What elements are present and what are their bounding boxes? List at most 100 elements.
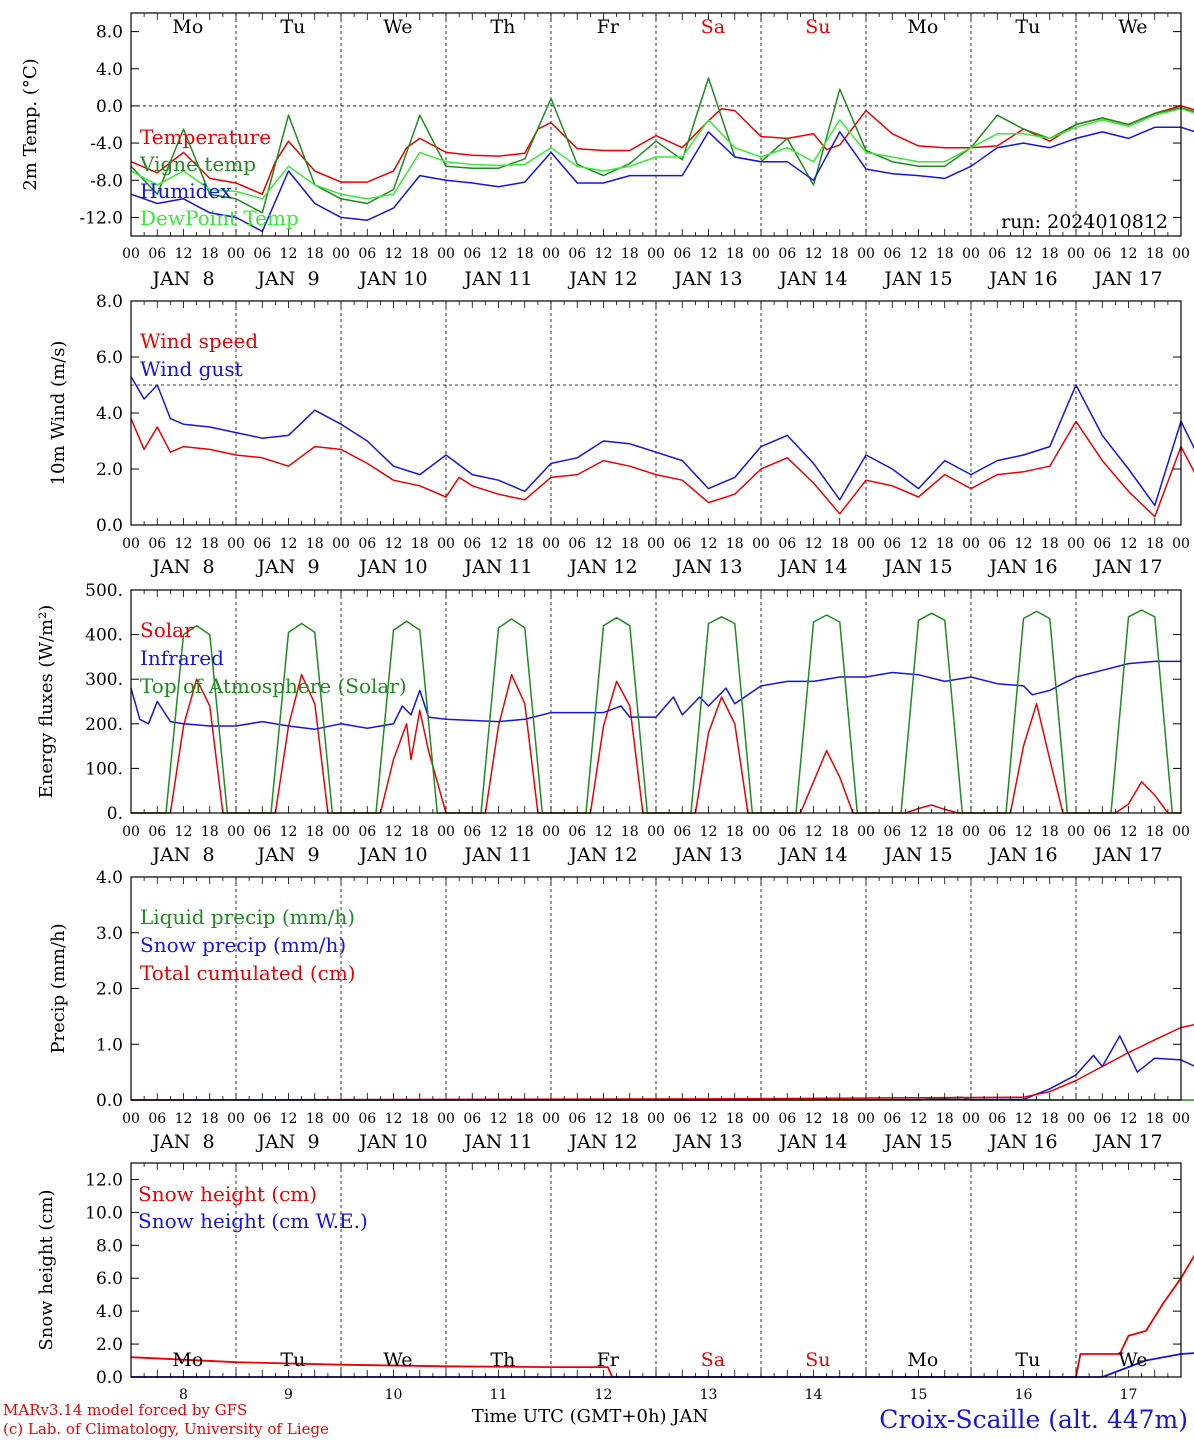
hour-label: 06 bbox=[988, 246, 1006, 262]
hour-label: 12 bbox=[1120, 246, 1138, 262]
series-line-snow-height-cm-w-e bbox=[131, 1352, 1194, 1378]
hour-label: 00 bbox=[542, 536, 560, 552]
hour-label: 06 bbox=[568, 536, 586, 552]
hour-label: 06 bbox=[778, 246, 796, 262]
hour-label: 00 bbox=[962, 1111, 980, 1127]
weekday-label: Fr bbox=[597, 1349, 620, 1371]
series-line-humidex bbox=[130, 126, 1194, 233]
hour-label: 00 bbox=[1172, 824, 1190, 840]
date-label: JAN 10 bbox=[357, 1131, 427, 1153]
hour-label: 00 bbox=[227, 536, 245, 552]
hour-label: 18 bbox=[831, 1111, 849, 1127]
date-label: JAN 16 bbox=[987, 268, 1057, 290]
legend-entry: Humidex bbox=[140, 179, 232, 203]
date-label: JAN 16 bbox=[987, 556, 1057, 578]
series-line-snow-height-cm bbox=[130, 1254, 1194, 1378]
legend-entry: Wind gust bbox=[140, 357, 243, 381]
day-number-label: 17 bbox=[1120, 1387, 1138, 1403]
hour-label: 12 bbox=[910, 1111, 928, 1127]
hour-label: 06 bbox=[673, 536, 691, 552]
weekday-label: Mo bbox=[172, 1349, 203, 1371]
hour-label: 18 bbox=[621, 824, 639, 840]
hour-label: 00 bbox=[857, 824, 875, 840]
hour-label: 12 bbox=[175, 246, 193, 262]
hour-label: 06 bbox=[778, 536, 796, 552]
hour-label: 18 bbox=[1041, 1111, 1059, 1127]
hour-label: 00 bbox=[332, 824, 350, 840]
hour-label: 00 bbox=[542, 246, 560, 262]
text-layer: 8.0 4.0 0.0 -4.0 -8.0 -12.0 2m Temp. (°C) 00 06 1… bbox=[20, 16, 1190, 1403]
hour-label: 00 bbox=[437, 246, 455, 262]
hour-label: 12 bbox=[700, 246, 718, 262]
y-tick-label: 0.0 bbox=[96, 516, 123, 536]
y-axis-label: 10m Wind (m/s) bbox=[48, 341, 69, 486]
legend-entry: DewPoint Temp bbox=[140, 206, 299, 230]
weekday-label: Tu bbox=[280, 1349, 305, 1371]
y-tick-label: 100. bbox=[85, 759, 123, 779]
day-number-label: 9 bbox=[284, 1387, 293, 1403]
footer-station: Croix-Scaille (alt. 447m) bbox=[879, 1405, 1188, 1434]
date-label: JAN 14 bbox=[777, 556, 847, 578]
date-label: JAN 8 bbox=[150, 556, 214, 578]
series-line-total-cumulated-cm bbox=[130, 1024, 1194, 1101]
date-label: JAN 13 bbox=[672, 1131, 742, 1153]
hour-label: 00 bbox=[542, 824, 560, 840]
y-tick-label: -12.0 bbox=[79, 208, 123, 228]
hour-label: 00 bbox=[752, 246, 770, 262]
hour-label: 00 bbox=[647, 246, 665, 262]
legend-entry: Liquid precip (mm/h) bbox=[140, 905, 355, 929]
hour-label: 12 bbox=[700, 824, 718, 840]
legend-entry: Snow precip (mm/h) bbox=[140, 933, 346, 957]
y-axis-label: Snow height (cm) bbox=[36, 1189, 57, 1350]
hour-label: 18 bbox=[1146, 1111, 1164, 1127]
hour-label: 12 bbox=[175, 1111, 193, 1127]
date-label: JAN 14 bbox=[777, 844, 847, 866]
y-axis-label: Energy fluxes (W/m²) bbox=[36, 605, 57, 799]
y-tick-label: 2.0 bbox=[96, 1335, 123, 1355]
hour-label: 18 bbox=[726, 246, 744, 262]
legend-entry: Temperature bbox=[140, 125, 271, 149]
hour-label: 18 bbox=[411, 1111, 429, 1127]
hour-label: 06 bbox=[358, 536, 376, 552]
y-tick-label: 2.0 bbox=[96, 460, 123, 480]
hour-label: 06 bbox=[148, 824, 166, 840]
hour-label: 18 bbox=[516, 246, 534, 262]
hour-label: 12 bbox=[805, 1111, 823, 1127]
date-label: JAN 15 bbox=[882, 1131, 952, 1153]
date-label: JAN 9 bbox=[255, 844, 319, 866]
series-line-wind-gust bbox=[130, 376, 1194, 507]
hour-label: 12 bbox=[1015, 246, 1033, 262]
y-tick-label: 300. bbox=[85, 670, 123, 690]
hour-label: 18 bbox=[411, 536, 429, 552]
hour-label: 06 bbox=[568, 824, 586, 840]
hour-label: 06 bbox=[253, 1111, 271, 1127]
date-label: JAN 11 bbox=[462, 556, 532, 578]
hour-label: 00 bbox=[1067, 246, 1085, 262]
hour-label: 12 bbox=[595, 536, 613, 552]
hour-label: 00 bbox=[437, 1111, 455, 1127]
hour-label: 12 bbox=[490, 824, 508, 840]
hour-label: 06 bbox=[988, 1111, 1006, 1127]
date-label: JAN 9 bbox=[255, 556, 319, 578]
date-label: JAN 17 bbox=[1092, 1131, 1162, 1153]
plot-frame bbox=[130, 300, 1182, 526]
hour-label: 00 bbox=[962, 824, 980, 840]
date-label: JAN 12 bbox=[567, 1131, 637, 1153]
hour-label: 18 bbox=[306, 536, 324, 552]
series-line-dewpoint-temp bbox=[130, 107, 1194, 200]
hour-label: 06 bbox=[673, 1111, 691, 1127]
y-tick-label: 3.0 bbox=[96, 924, 123, 944]
day-number-label: 15 bbox=[910, 1387, 928, 1403]
hour-label: 12 bbox=[595, 824, 613, 840]
hour-label: 06 bbox=[883, 536, 901, 552]
hour-label: 00 bbox=[962, 536, 980, 552]
weekday-label: Sa bbox=[701, 1349, 725, 1371]
hour-label: 12 bbox=[805, 536, 823, 552]
hour-label: 18 bbox=[726, 1111, 744, 1127]
weekday-label: Su bbox=[805, 1349, 830, 1371]
weekday-label: Tu bbox=[280, 16, 305, 38]
hour-label: 00 bbox=[857, 246, 875, 262]
hour-label: 18 bbox=[831, 536, 849, 552]
weekday-label: We bbox=[1118, 1349, 1147, 1371]
y-tick-label: 400. bbox=[85, 626, 123, 646]
